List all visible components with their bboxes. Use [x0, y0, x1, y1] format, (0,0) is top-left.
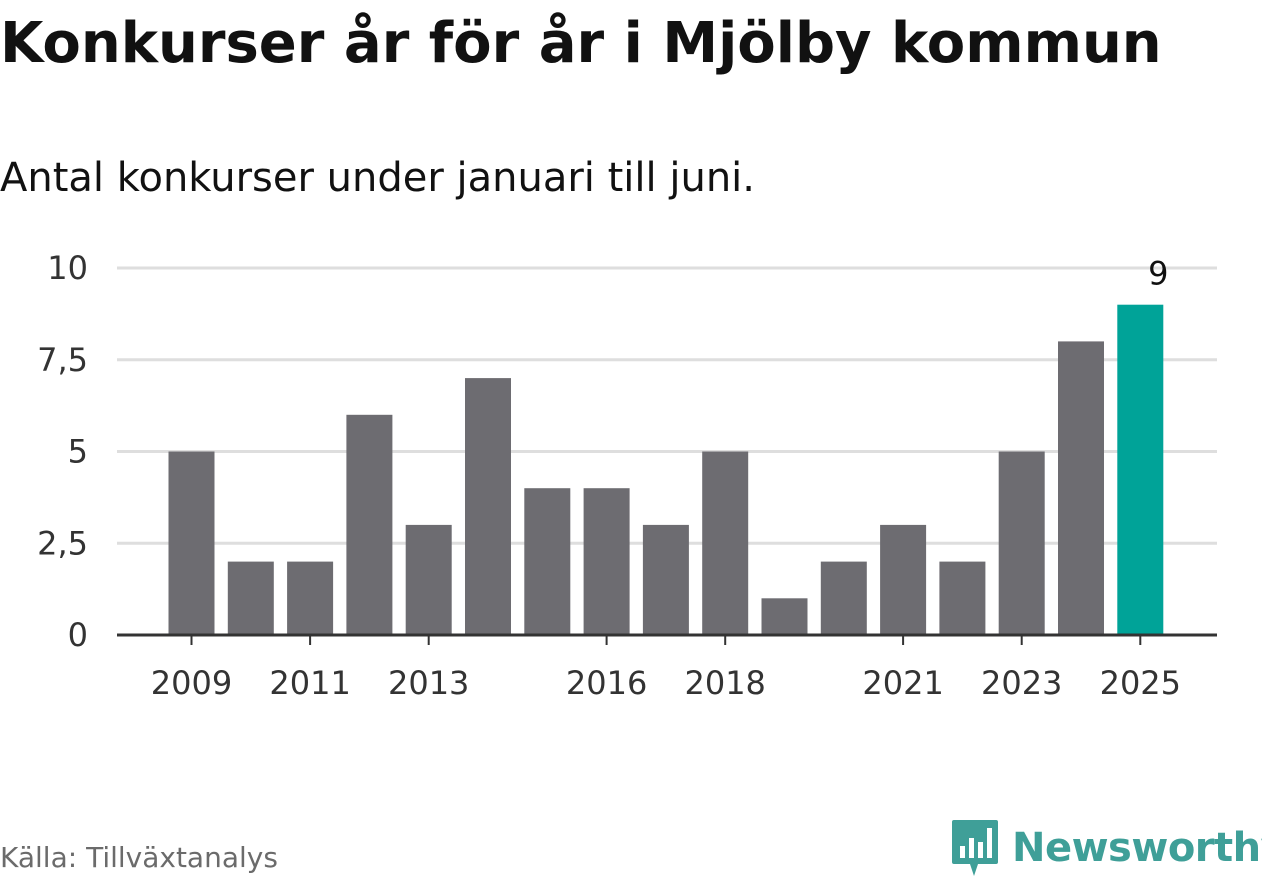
bar-2023: [998, 451, 1045, 635]
x-tick-label: 2018: [684, 664, 765, 702]
y-tick-label: 7,5: [37, 341, 88, 379]
bar-2016: [583, 488, 630, 635]
x-tick-label: 2025: [1100, 664, 1181, 702]
x-tick-label: 2021: [862, 664, 943, 702]
brand-name: Newsworthy: [1012, 825, 1262, 871]
x-tick-label: 2009: [151, 664, 232, 702]
brand-logo: Newsworthy: [950, 818, 1262, 878]
bar-2024: [1058, 341, 1104, 635]
bar-2011: [287, 561, 334, 635]
bar-2013: [405, 524, 452, 635]
data-label-2025: 9: [1148, 255, 1168, 293]
bar-2021: [880, 524, 927, 635]
y-tick-label: 2,5: [37, 524, 88, 562]
bar-2022: [939, 561, 986, 635]
y-tick-label: 0: [68, 616, 88, 654]
x-tick-label: 2013: [388, 664, 469, 702]
x-tick-label: 2016: [566, 664, 647, 702]
chart-title: Konkurser år för år i Mjölby kommun: [0, 11, 1162, 76]
bar-2015: [524, 488, 571, 635]
x-tick-label: 2023: [981, 664, 1062, 702]
bar-2025: [1117, 304, 1164, 635]
bar-2020: [820, 561, 867, 635]
source-note: Källa: Tillväxtanalys: [0, 841, 278, 874]
x-tick-label: 2011: [269, 664, 350, 702]
bar-2017: [642, 524, 689, 635]
newsworthy-logo-icon: [952, 820, 998, 876]
bar-2009: [168, 451, 215, 635]
bar-2018: [702, 451, 749, 635]
bar-2010: [227, 561, 274, 635]
y-tick-label: 5: [68, 433, 88, 471]
bar-2014: [465, 378, 511, 635]
chart-subtitle: Antal konkurser under januari till juni.: [0, 155, 755, 201]
bar-2012: [346, 414, 393, 635]
bar-2019: [761, 598, 808, 635]
y-tick-label: 10: [47, 249, 88, 287]
